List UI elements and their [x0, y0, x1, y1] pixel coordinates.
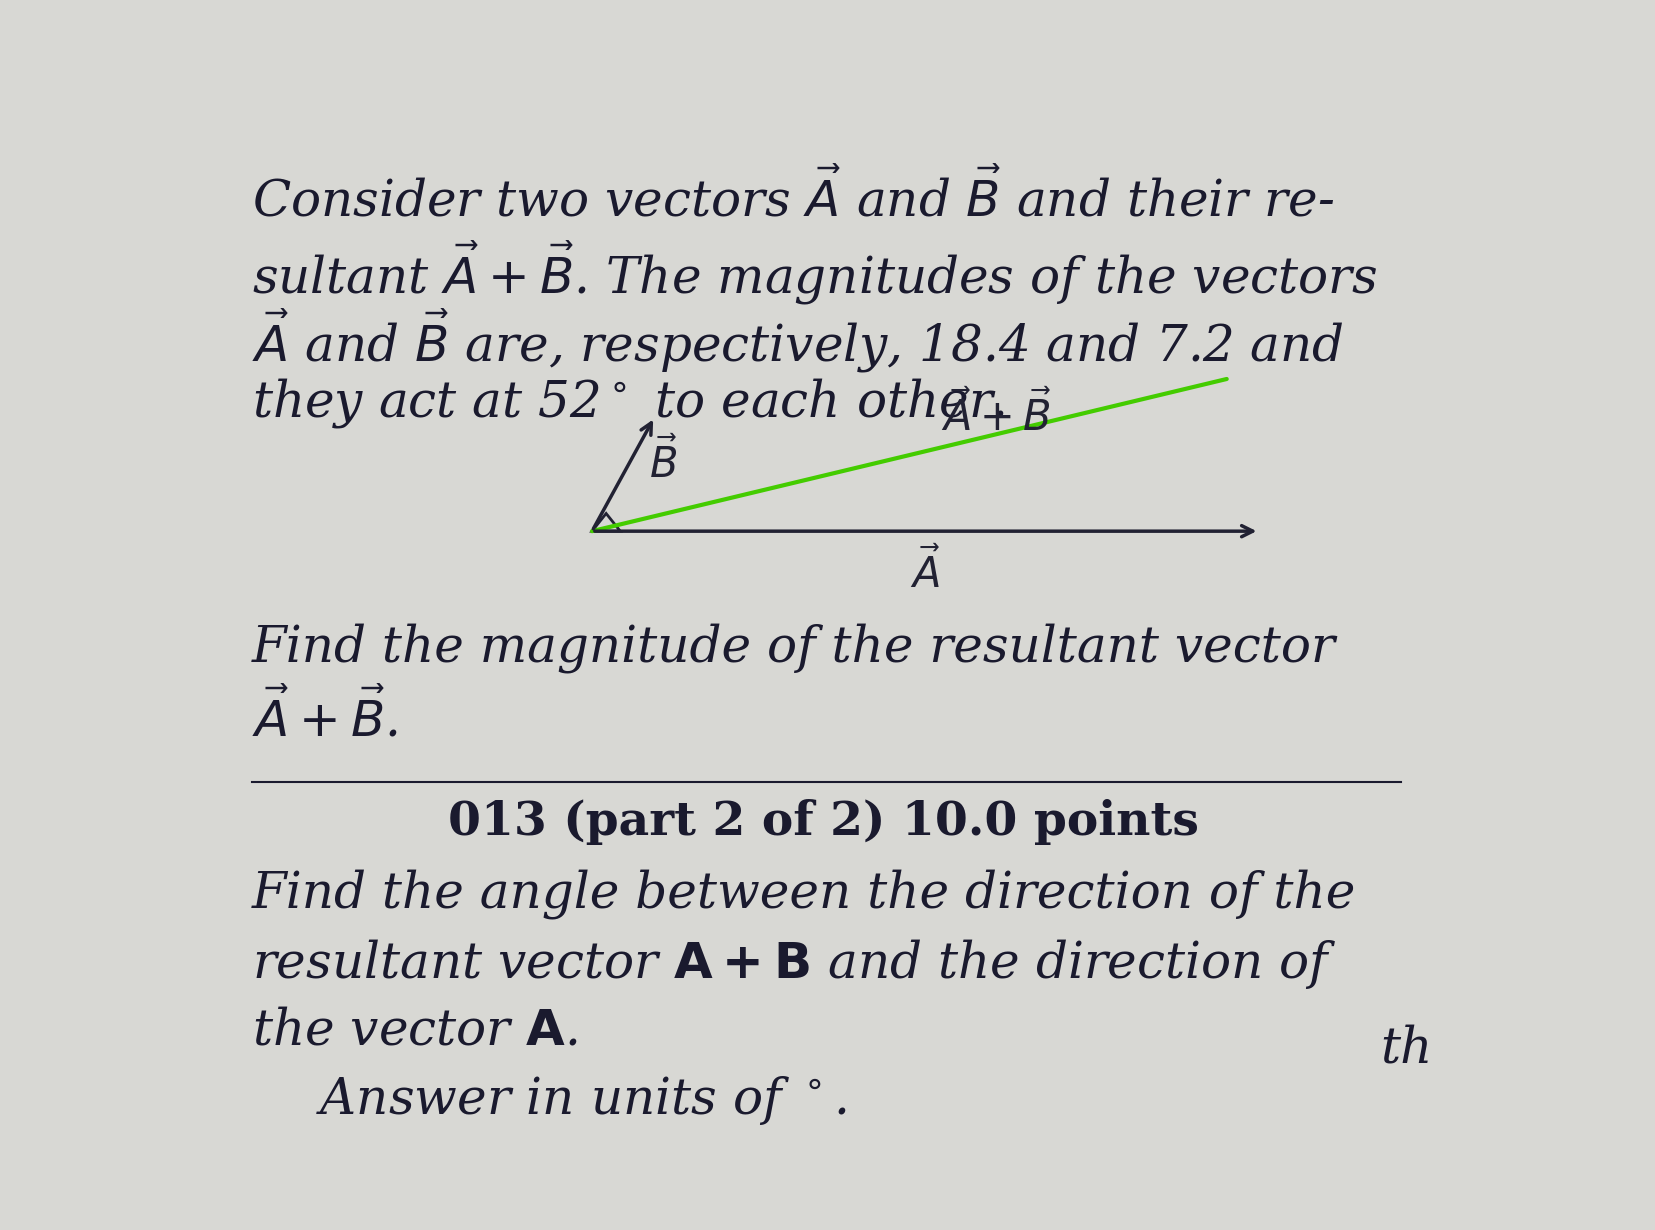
Text: th: th — [1379, 1025, 1432, 1074]
Text: the vector $\mathbf{A}$.: the vector $\mathbf{A}$. — [252, 1006, 578, 1055]
Text: Find the magnitude of the resultant vector: Find the magnitude of the resultant vect… — [252, 624, 1336, 673]
Text: $\vec{A}+\vec{B}$.: $\vec{A}+\vec{B}$. — [252, 691, 397, 748]
Text: $\vec{A}$ and $\vec{B}$ are, respectively, 18.4 and 7.2 and: $\vec{A}$ and $\vec{B}$ are, respectivel… — [252, 308, 1342, 375]
Text: Consider two vectors $\vec{A}$ and $\vec{B}$ and their re-: Consider two vectors $\vec{A}$ and $\vec… — [252, 171, 1334, 228]
Text: $\vec{B}$: $\vec{B}$ — [649, 438, 677, 487]
Text: 013 (part 2 of 2) 10.0 points: 013 (part 2 of 2) 10.0 points — [447, 800, 1198, 845]
Text: Find the angle between the direction of the: Find the angle between the direction of … — [252, 870, 1355, 919]
Text: $\vec{A}+\vec{B}$: $\vec{A}+\vec{B}$ — [940, 391, 1051, 440]
Text: resultant vector $\mathbf{A+B}$ and the direction of: resultant vector $\mathbf{A+B}$ and the … — [252, 937, 1336, 991]
Text: they act at 52$^\circ$ to each other.: they act at 52$^\circ$ to each other. — [252, 376, 1005, 429]
Text: sultant $\vec{A}+\vec{B}$. The magnitudes of the vectors: sultant $\vec{A}+\vec{B}$. The magnitude… — [252, 240, 1377, 306]
Text: Answer in units of $^\circ$.: Answer in units of $^\circ$. — [316, 1074, 847, 1127]
Text: $\vec{A}$: $\vec{A}$ — [910, 549, 940, 597]
